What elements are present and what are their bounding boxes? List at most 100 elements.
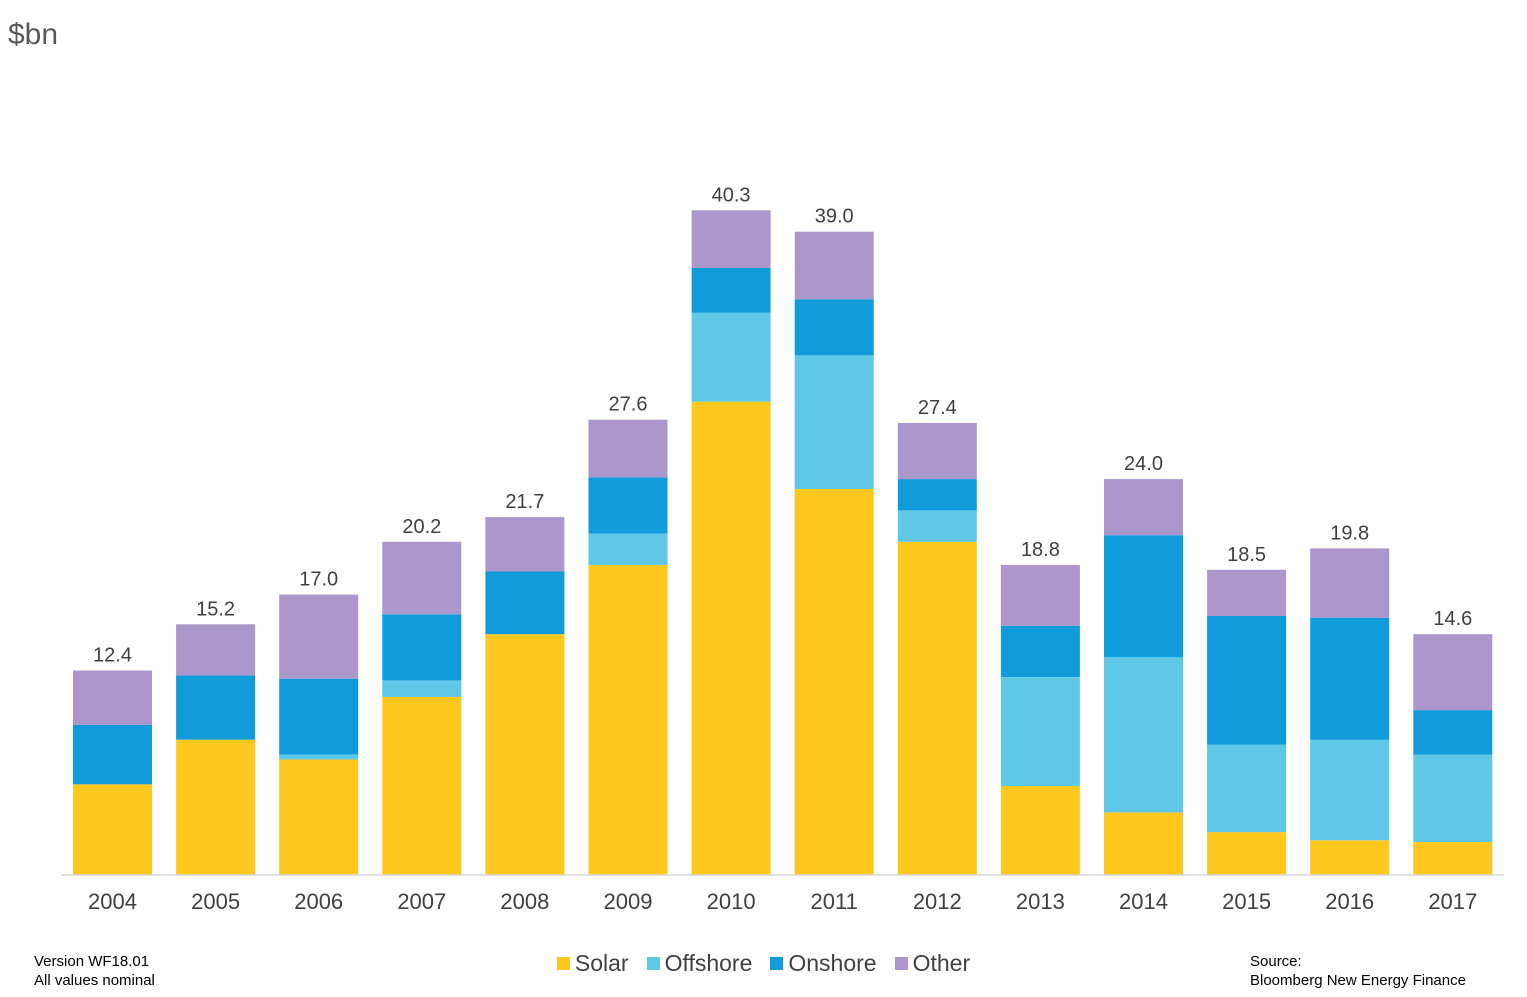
bar-offshore-2013 bbox=[1000, 677, 1080, 786]
x-tick-label-2014: 2014 bbox=[1119, 889, 1168, 914]
x-tick-label-2016: 2016 bbox=[1325, 889, 1374, 914]
bar-solar-2008 bbox=[485, 634, 565, 875]
bar-other-2016 bbox=[1310, 548, 1390, 618]
bar-onshore-2011 bbox=[794, 299, 874, 356]
bar-other-2007 bbox=[382, 541, 462, 615]
bar-solar-2012 bbox=[897, 541, 977, 875]
x-tick-label-2004: 2004 bbox=[88, 889, 137, 914]
bar-offshore-2016 bbox=[1310, 739, 1390, 841]
y-axis-unit-label: $bn bbox=[8, 18, 59, 51]
bar-solar-2004 bbox=[73, 784, 152, 875]
bar-onshore-2010 bbox=[691, 268, 771, 313]
total-label-2016: 19.8 bbox=[1330, 522, 1369, 544]
bar-other-2004 bbox=[73, 670, 152, 725]
bar-solar-2006 bbox=[279, 759, 359, 875]
bar-solar-2013 bbox=[1000, 785, 1080, 875]
total-label-2008: 21.7 bbox=[505, 491, 544, 513]
total-label-2015: 18.5 bbox=[1227, 544, 1266, 566]
x-tick-label-2007: 2007 bbox=[397, 889, 446, 914]
total-label-2014: 24.0 bbox=[1124, 453, 1163, 475]
x-tick-label-2009: 2009 bbox=[604, 889, 653, 914]
x-tick-label-2015: 2015 bbox=[1222, 889, 1271, 914]
bar-solar-2017 bbox=[1413, 842, 1493, 875]
bar-other-2013 bbox=[1000, 564, 1080, 626]
x-tick-labels: 2004 2005 2006 2007 2008 2009 2010 2011 2012 2013… bbox=[88, 889, 1477, 914]
total-label-2007: 20.2 bbox=[402, 516, 441, 538]
bar-other-2008 bbox=[485, 517, 565, 572]
bar-onshore-2012 bbox=[897, 479, 977, 511]
bar-other-2010 bbox=[691, 210, 771, 268]
x-tick-label-2006: 2006 bbox=[294, 889, 343, 914]
bar-other-2017 bbox=[1413, 634, 1493, 711]
bar-other-2005 bbox=[176, 624, 256, 676]
bar-onshore-2009 bbox=[588, 477, 668, 534]
x-tick-label-2017: 2017 bbox=[1428, 889, 1477, 914]
bar-offshore-2015 bbox=[1207, 744, 1287, 833]
bars-group bbox=[73, 210, 1493, 875]
bar-solar-2010 bbox=[691, 401, 771, 875]
bar-onshore-2017 bbox=[1413, 710, 1493, 755]
bar-solar-2014 bbox=[1104, 812, 1183, 875]
total-label-2011: 39.0 bbox=[815, 206, 854, 228]
x-tick-label-2011: 2011 bbox=[811, 889, 858, 914]
bar-other-2006 bbox=[279, 594, 359, 679]
bar-offshore-2009 bbox=[588, 533, 668, 565]
bar-solar-2005 bbox=[176, 739, 256, 875]
bar-solar-2011 bbox=[794, 489, 874, 875]
legend-swatch-offshore bbox=[646, 957, 660, 970]
bar-offshore-2007 bbox=[382, 680, 462, 697]
footer-notes: Version WF18.01 All values nominal bbox=[34, 952, 155, 990]
x-tick-label-2008: 2008 bbox=[500, 889, 549, 914]
legend-swatch-other bbox=[894, 957, 908, 970]
source-note: Source: Bloomberg New Energy Finance bbox=[1250, 952, 1466, 990]
legend-item-onshore: Onshore bbox=[770, 950, 877, 977]
legend-item-solar: Solar bbox=[556, 950, 629, 977]
total-labels: 12.4 15.2 17.0 20.2 21.7 27.6 40.3 39.0 27.4 18.8… bbox=[93, 184, 1472, 666]
version-text: Version WF18.01 bbox=[34, 953, 150, 970]
x-tick-label-2005: 2005 bbox=[191, 889, 240, 914]
total-label-2004: 12.4 bbox=[93, 645, 132, 667]
total-label-2017: 14.6 bbox=[1433, 608, 1472, 630]
legend-swatch-onshore bbox=[770, 957, 784, 970]
bar-solar-2009 bbox=[588, 564, 668, 875]
bar-onshore-2007 bbox=[382, 614, 462, 681]
total-label-2005: 15.2 bbox=[196, 598, 235, 620]
x-tick-label-2012: 2012 bbox=[913, 889, 962, 914]
bar-onshore-2015 bbox=[1207, 616, 1287, 745]
legend-label-offshore: Offshore bbox=[664, 950, 753, 976]
bar-onshore-2013 bbox=[1000, 625, 1080, 677]
bar-offshore-2011 bbox=[794, 355, 874, 489]
total-label-2010: 40.3 bbox=[712, 184, 751, 206]
bar-other-2012 bbox=[897, 423, 977, 480]
total-label-2012: 27.4 bbox=[918, 397, 957, 419]
bar-solar-2015 bbox=[1207, 832, 1287, 875]
legend: Solar Offshore Onshore Other bbox=[0, 950, 1527, 977]
bar-onshore-2006 bbox=[279, 678, 359, 755]
bar-onshore-2005 bbox=[176, 675, 256, 740]
total-label-2009: 27.6 bbox=[609, 394, 648, 416]
source-text: Bloomberg New Energy Finance bbox=[1250, 972, 1466, 989]
bar-onshore-2014 bbox=[1104, 535, 1183, 658]
bar-onshore-2004 bbox=[73, 724, 152, 785]
bar-solar-2016 bbox=[1310, 840, 1390, 875]
bar-offshore-2012 bbox=[897, 510, 977, 542]
total-label-2013: 18.8 bbox=[1021, 539, 1060, 561]
bar-offshore-2006 bbox=[279, 754, 359, 760]
bar-onshore-2016 bbox=[1310, 617, 1390, 740]
bar-solar-2007 bbox=[382, 696, 462, 875]
bar-other-2014 bbox=[1104, 479, 1183, 536]
total-label-2006: 17.0 bbox=[299, 569, 338, 591]
bar-other-2011 bbox=[794, 231, 874, 300]
legend-label-onshore: Onshore bbox=[788, 950, 877, 976]
bar-offshore-2017 bbox=[1413, 754, 1493, 842]
legend-item-offshore: Offshore bbox=[646, 950, 753, 977]
legend-label-solar: Solar bbox=[574, 950, 629, 976]
bar-other-2009 bbox=[588, 419, 668, 478]
bar-offshore-2010 bbox=[691, 312, 771, 402]
nominal-note: All values nominal bbox=[34, 972, 155, 989]
legend-label-other: Other bbox=[912, 950, 971, 976]
legend-item-other: Other bbox=[894, 950, 971, 977]
bar-offshore-2014 bbox=[1104, 657, 1183, 813]
bar-onshore-2008 bbox=[485, 571, 565, 635]
